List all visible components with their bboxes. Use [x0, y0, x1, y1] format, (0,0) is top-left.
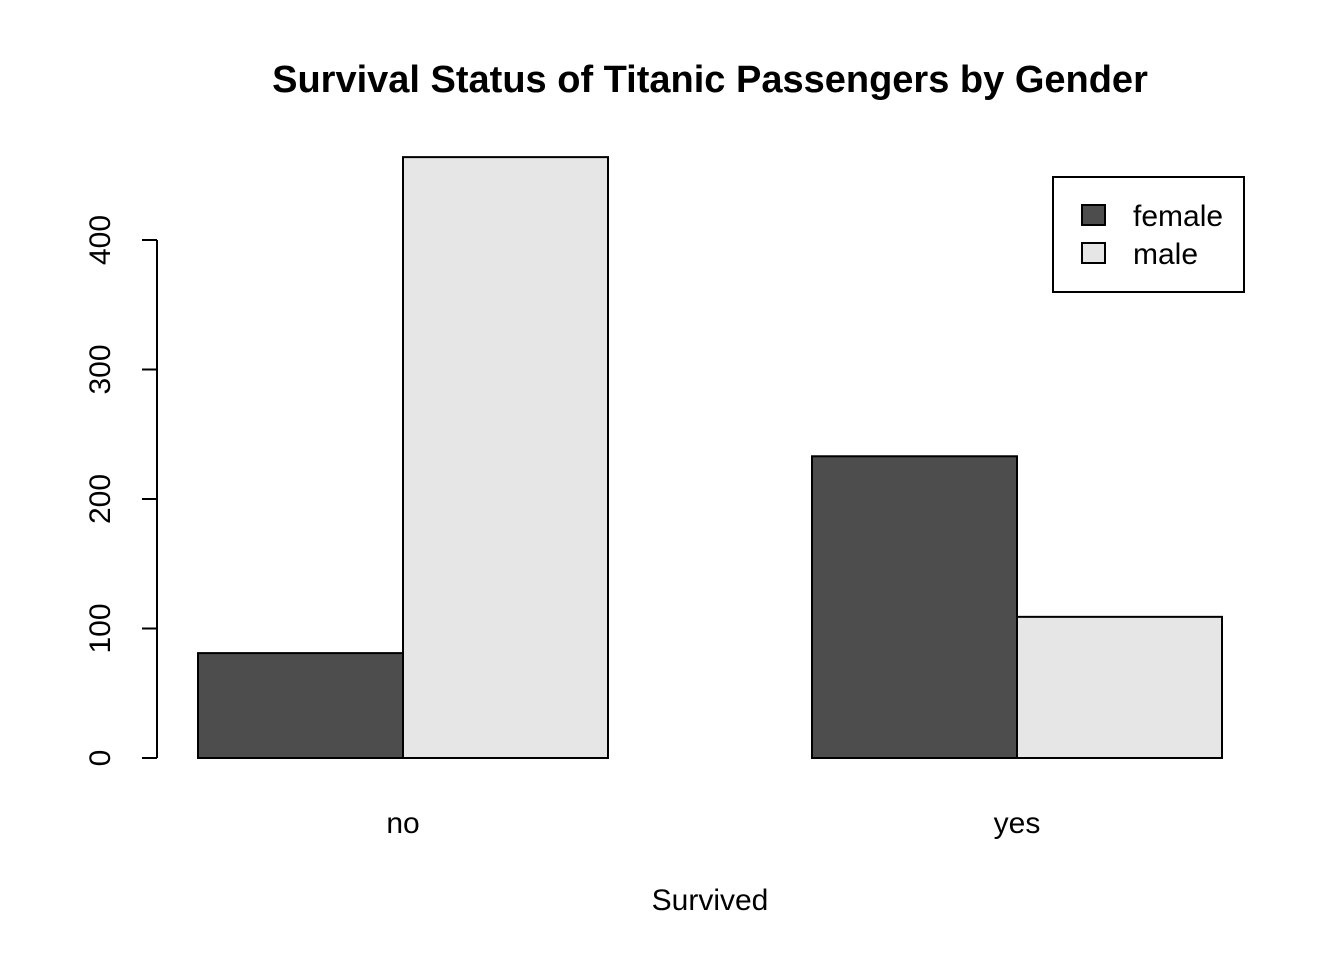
legend: female male: [1052, 176, 1245, 293]
y-tick-label: 100: [84, 603, 117, 653]
y-axis: 0 100 200 300 400: [84, 215, 157, 766]
x-tick-label-yes: yes: [994, 807, 1041, 840]
y-tick-label: 400: [84, 215, 117, 265]
legend-box: [1052, 176, 1245, 293]
legend-swatch-male: [1081, 242, 1106, 264]
x-axis-title: Survived: [652, 884, 769, 917]
bar-no-male: [402, 156, 609, 759]
x-axis-labels: no yes: [386, 807, 1040, 840]
y-tick-label: 200: [84, 474, 117, 524]
bar-yes-male: [1016, 615, 1223, 759]
x-tick-label-no: no: [386, 807, 419, 840]
legend-label-male: male: [1133, 238, 1198, 271]
bar-no-female: [197, 652, 404, 759]
bars: [197, 156, 1223, 759]
legend-label-female: female: [1133, 200, 1223, 233]
legend-swatch-female: [1081, 204, 1106, 226]
y-tick-label: 300: [84, 344, 117, 394]
bar-yes-female: [811, 455, 1018, 759]
chart-title: Survival Status of Titanic Passengers by…: [272, 59, 1148, 101]
y-tick-label: 0: [84, 750, 117, 767]
